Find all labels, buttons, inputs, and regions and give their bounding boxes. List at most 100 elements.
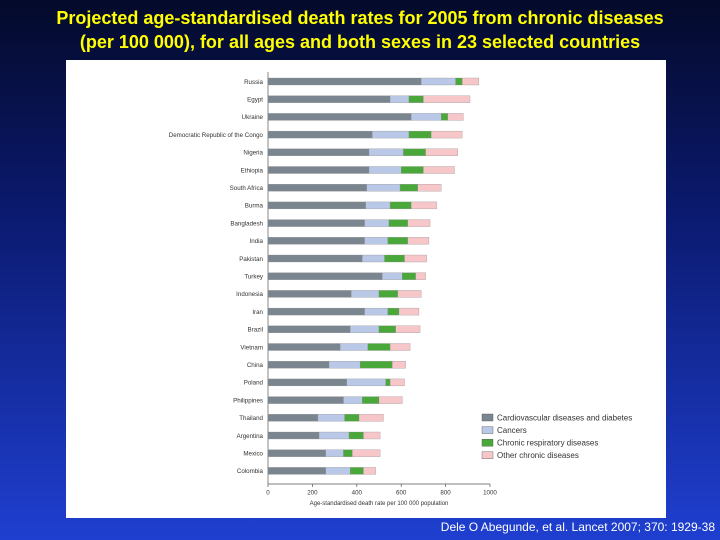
category-label-colombia: Colombia bbox=[237, 468, 264, 475]
slide-title: Projected age-standardised death rates f… bbox=[0, 6, 720, 54]
category-label-poland: Poland bbox=[244, 380, 264, 387]
bar-south-africa-cancers bbox=[366, 184, 401, 192]
category-label-brazil: Brazil bbox=[248, 327, 263, 334]
bar-vietnam-other-chronic-diseases bbox=[389, 343, 411, 351]
category-label-china: China bbox=[247, 362, 264, 369]
bar-china-cancers bbox=[328, 361, 361, 369]
bar-nigeria-other-chronic-diseases bbox=[425, 148, 458, 156]
bar-ukraine-cardiovascular-diseases-and-diabetes bbox=[267, 113, 412, 121]
bar-nigeria-chronic-respiratory-diseases bbox=[403, 148, 426, 156]
bar-mexico-cardiovascular-diseases-and-diabetes bbox=[267, 449, 326, 457]
legend-label-other-chronic-diseases: Other chronic diseases bbox=[497, 451, 579, 460]
bar-bangladesh-chronic-respiratory-diseases bbox=[388, 219, 409, 227]
bar-democratic-republic-of-the-congo-other-chronic-diseases bbox=[431, 130, 463, 139]
bar-russia-other-chronic-diseases bbox=[462, 77, 480, 86]
bar-egypt-chronic-respiratory-diseases bbox=[408, 95, 424, 103]
bar-turkey-cardiovascular-diseases-and-diabetes bbox=[267, 272, 383, 280]
bar-nigeria-cancers bbox=[368, 148, 404, 156]
bar-china-cardiovascular-diseases-and-diabetes bbox=[267, 361, 330, 369]
bar-argentina-cancers bbox=[318, 431, 350, 440]
bar-ukraine-other-chronic-diseases bbox=[447, 113, 464, 121]
bar-iran-other-chronic-diseases bbox=[398, 307, 420, 316]
bar-indonesia-cardiovascular-diseases-and-diabetes bbox=[267, 290, 352, 298]
bar-iran-chronic-respiratory-diseases bbox=[387, 307, 400, 316]
category-label-vietnam: Vietnam bbox=[240, 344, 263, 351]
slide-title-line-2: (per 100 000), for all ages and both sex… bbox=[79, 32, 641, 52]
category-label-south-africa: South Africa bbox=[230, 185, 264, 192]
bar-ethiopia-cardiovascular-diseases-and-diabetes bbox=[267, 166, 370, 174]
bar-bangladesh-cancers bbox=[364, 219, 390, 227]
bar-poland-other-chronic-diseases bbox=[389, 378, 405, 387]
bar-burma-cancers bbox=[365, 201, 391, 210]
bar-pakistan-chronic-respiratory-diseases bbox=[384, 254, 405, 263]
bar-burma-cardiovascular-diseases-and-diabetes bbox=[267, 201, 366, 210]
bar-egypt-cancers bbox=[389, 95, 410, 103]
bar-india-chronic-respiratory-diseases bbox=[387, 237, 409, 245]
category-label-bangladesh: Bangladesh bbox=[230, 220, 263, 227]
bar-russia-cancers bbox=[421, 77, 456, 86]
bar-mexico-other-chronic-diseases bbox=[352, 449, 381, 457]
bar-south-africa-chronic-respiratory-diseases bbox=[399, 184, 418, 192]
category-label-russia: Russia bbox=[244, 79, 263, 86]
bar-poland-chronic-respiratory-diseases bbox=[385, 378, 391, 387]
category-label-thailand: Thailand bbox=[239, 415, 263, 422]
bar-brazil-other-chronic-diseases bbox=[395, 325, 421, 333]
category-label-india: India bbox=[250, 238, 264, 245]
bar-brazil-cancers bbox=[349, 325, 380, 333]
citation: Dele O Abegunde, et al. Lancet 2007; 370… bbox=[440, 520, 715, 534]
category-label-democratic-republic-of-the-congo: Democratic Republic of the Congo bbox=[169, 132, 264, 139]
bar-south-africa-cardiovascular-diseases-and-diabetes bbox=[267, 184, 367, 192]
bar-ukraine-chronic-respiratory-diseases bbox=[441, 113, 448, 121]
legend-swatch-chronic-respiratory-diseases bbox=[481, 439, 494, 447]
bar-colombia-cancers bbox=[325, 467, 351, 475]
legend-swatch-cancers bbox=[481, 426, 494, 434]
bar-pakistan-other-chronic-diseases bbox=[404, 254, 427, 263]
bar-pakistan-cardiovascular-diseases-and-diabetes bbox=[267, 254, 363, 263]
bar-brazil-chronic-respiratory-diseases bbox=[378, 325, 396, 333]
category-label-nigeria: Nigeria bbox=[243, 150, 263, 157]
bar-ukraine-cancers bbox=[411, 113, 442, 121]
category-label-iran: Iran bbox=[252, 309, 263, 316]
bar-democratic-republic-of-the-congo-cardiovascular-diseases-and-diabetes bbox=[267, 130, 373, 139]
bar-brazil-cardiovascular-diseases-and-diabetes bbox=[267, 325, 351, 333]
bar-colombia-other-chronic-diseases bbox=[363, 467, 376, 475]
x-tick-label-1000: 1000 bbox=[483, 490, 497, 497]
category-label-indonesia: Indonesia bbox=[236, 291, 263, 298]
bar-bangladesh-cardiovascular-diseases-and-diabetes bbox=[267, 219, 365, 227]
bar-iran-cardiovascular-diseases-and-diabetes bbox=[267, 307, 365, 316]
bar-thailand-chronic-respiratory-diseases bbox=[344, 414, 360, 422]
x-tick-label-0: 0 bbox=[266, 490, 270, 497]
bar-turkey-cancers bbox=[382, 272, 403, 280]
bar-india-other-chronic-diseases bbox=[407, 237, 430, 245]
bar-vietnam-chronic-respiratory-diseases bbox=[367, 343, 391, 351]
legend-label-cardiovascular-diseases-and-diabetes: Cardiovascular diseases and diabetes bbox=[497, 413, 632, 422]
bar-vietnam-cardiovascular-diseases-and-diabetes bbox=[267, 343, 341, 351]
bar-thailand-cancers bbox=[317, 414, 345, 422]
stacked-bar-chart: Russia Egypt Ukraine Democratic Republic of… bbox=[169, 72, 632, 507]
bar-iran-cancers bbox=[364, 307, 389, 316]
bar-poland-cancers bbox=[346, 378, 386, 387]
legend-label-cancers: Cancers bbox=[497, 426, 527, 435]
x-tick-label-200: 200 bbox=[307, 490, 318, 497]
bar-egypt-other-chronic-diseases bbox=[423, 95, 471, 103]
category-label-philippines: Philippines bbox=[233, 397, 263, 404]
bar-philippines-chronic-respiratory-diseases bbox=[362, 396, 380, 404]
bar-colombia-cardiovascular-diseases-and-diabetes bbox=[267, 467, 326, 475]
bar-argentina-chronic-respiratory-diseases bbox=[348, 431, 364, 440]
bar-mexico-cancers bbox=[325, 449, 344, 457]
bar-turkey-other-chronic-diseases bbox=[415, 272, 426, 280]
category-label-ukraine: Ukraine bbox=[242, 114, 264, 121]
category-label-burma: Burma bbox=[245, 203, 264, 210]
x-tick-label-400: 400 bbox=[352, 490, 363, 497]
slide-title-line-1: Projected age-standardised death rates f… bbox=[56, 8, 664, 28]
bar-thailand-cardiovascular-diseases-and-diabetes bbox=[267, 414, 319, 422]
x-axis-title: Age-standardised death rate per 100 000 … bbox=[310, 501, 449, 507]
bar-argentina-cardiovascular-diseases-and-diabetes bbox=[267, 431, 320, 440]
bar-nigeria-cardiovascular-diseases-and-diabetes bbox=[267, 148, 370, 156]
category-label-mexico: Mexico bbox=[243, 451, 263, 458]
bar-philippines-other-chronic-diseases bbox=[378, 396, 403, 404]
bar-burma-chronic-respiratory-diseases bbox=[389, 201, 412, 210]
bar-turkey-chronic-respiratory-diseases bbox=[402, 272, 416, 280]
category-label-egypt: Egypt bbox=[247, 97, 263, 104]
bar-mexico-chronic-respiratory-diseases bbox=[343, 449, 353, 457]
